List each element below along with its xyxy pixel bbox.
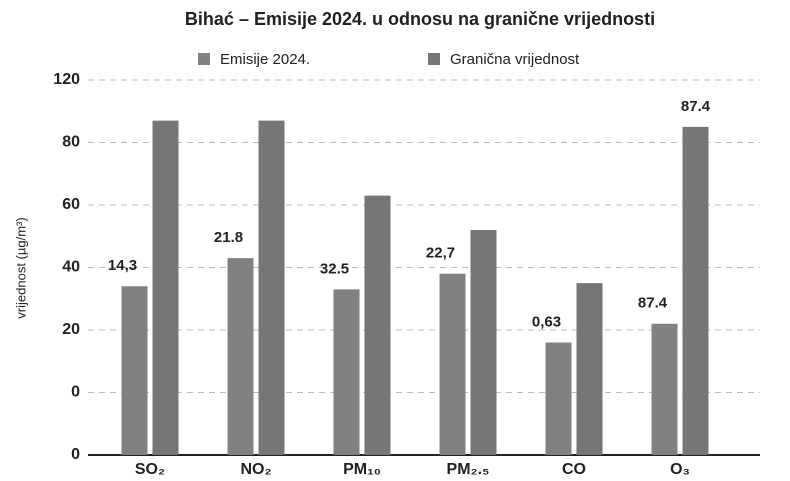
data-label: 22,7 bbox=[426, 245, 455, 262]
x-tick-label: PM₁₀ bbox=[343, 461, 381, 478]
x-tick-label: CO bbox=[562, 461, 586, 478]
data-label: 21.8 bbox=[214, 229, 243, 246]
y-tick-label: 0 bbox=[71, 446, 80, 463]
y-tick-label: 0 bbox=[71, 384, 80, 401]
bar bbox=[333, 289, 360, 455]
bar bbox=[470, 230, 497, 455]
bar bbox=[121, 286, 148, 455]
bar bbox=[152, 120, 179, 455]
bar bbox=[682, 126, 709, 455]
x-tick-label: NO₂ bbox=[240, 461, 271, 478]
x-tick-label: O₃ bbox=[670, 461, 690, 478]
y-tick-label: 20 bbox=[62, 321, 80, 338]
bar bbox=[364, 195, 391, 455]
bar bbox=[576, 283, 603, 455]
legend-label: Emisije 2024. bbox=[220, 51, 310, 68]
data-label: 87.4 bbox=[638, 295, 668, 312]
y-tick-label: 60 bbox=[62, 196, 80, 213]
x-tick-label: SO₂ bbox=[135, 461, 165, 478]
y-axis-label: vrijednost (µg/m³) bbox=[13, 217, 28, 318]
data-label: 32.5 bbox=[320, 260, 349, 277]
bar bbox=[545, 342, 572, 455]
bar bbox=[258, 120, 285, 455]
legend-swatch bbox=[428, 53, 440, 65]
bar bbox=[439, 273, 466, 455]
legend-swatch bbox=[198, 53, 210, 65]
y-tick-label: 80 bbox=[62, 134, 80, 151]
data-label: 0,63 bbox=[532, 313, 561, 330]
y-tick-label: 40 bbox=[62, 259, 80, 276]
y-tick-label: 120 bbox=[53, 71, 80, 88]
chart-title: Bihać – Emisije 2024. u odnosu na granič… bbox=[185, 9, 655, 29]
bar bbox=[227, 258, 254, 455]
data-label: 87.4 bbox=[681, 98, 711, 115]
legend-label: Granična vrijednost bbox=[450, 51, 580, 68]
x-tick-label: PM₂.₅ bbox=[447, 461, 490, 478]
data-label: 14,3 bbox=[108, 257, 137, 274]
bar bbox=[651, 323, 678, 455]
